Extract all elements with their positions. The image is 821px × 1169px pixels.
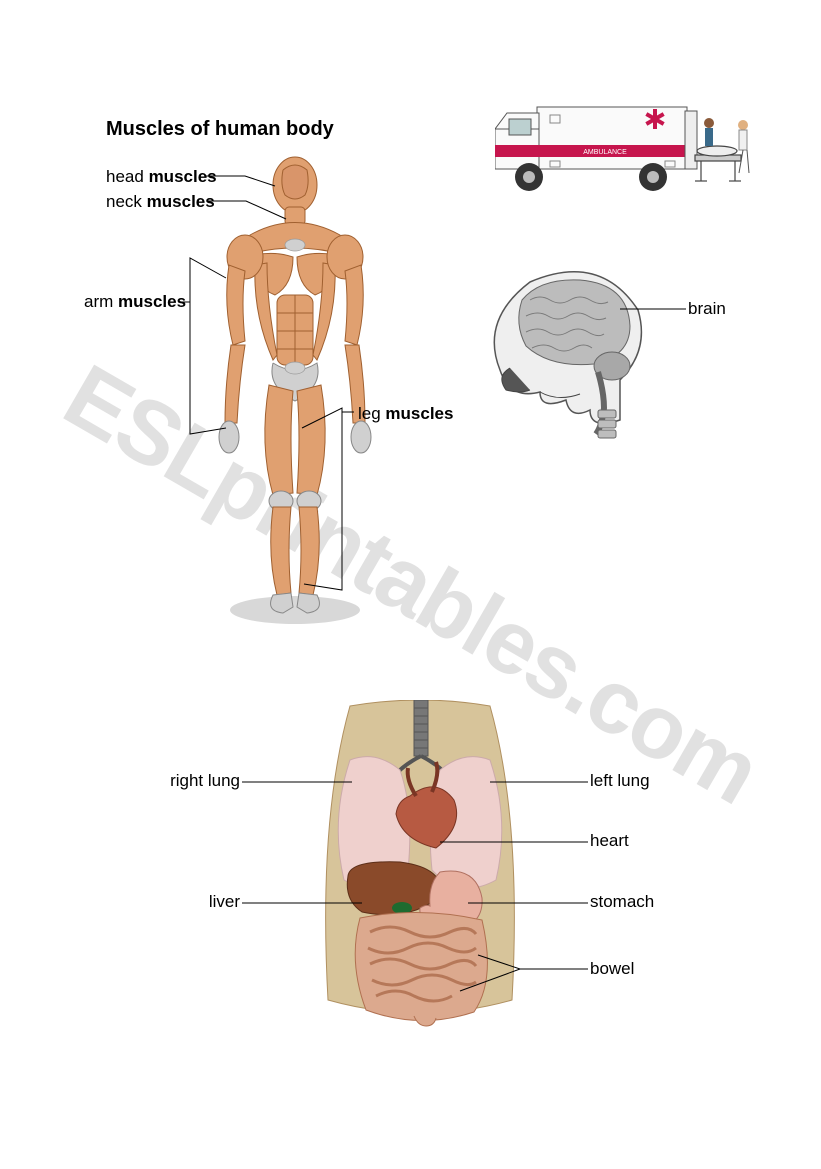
- label-brain: brain: [688, 300, 726, 317]
- label-left-lung: left lung: [590, 772, 650, 789]
- page: { "title": "Muscles of human body", "wat…: [0, 0, 821, 1169]
- label-right-lung: right lung: [165, 772, 240, 789]
- label-arm-muscles: arm muscles: [84, 293, 186, 310]
- label-leg-muscles: leg muscles: [358, 405, 453, 422]
- torso-illustration: [290, 700, 550, 1030]
- ambulance-text: AMBULANCE: [583, 149, 627, 156]
- muscles-svg: [195, 155, 395, 630]
- label-head-muscles: head muscles: [106, 168, 217, 185]
- label-bowel: bowel: [590, 960, 634, 977]
- muscles-figure: [195, 155, 395, 630]
- label-stomach: stomach: [590, 893, 654, 910]
- label-neck-muscles: neck muscles: [106, 193, 215, 210]
- ambulance-illustration: AMBULANCE: [495, 95, 755, 205]
- label-heart: heart: [590, 832, 629, 849]
- page-title: Muscles of human body: [106, 118, 334, 141]
- label-liver: liver: [200, 893, 240, 910]
- brain-illustration: [470, 260, 660, 450]
